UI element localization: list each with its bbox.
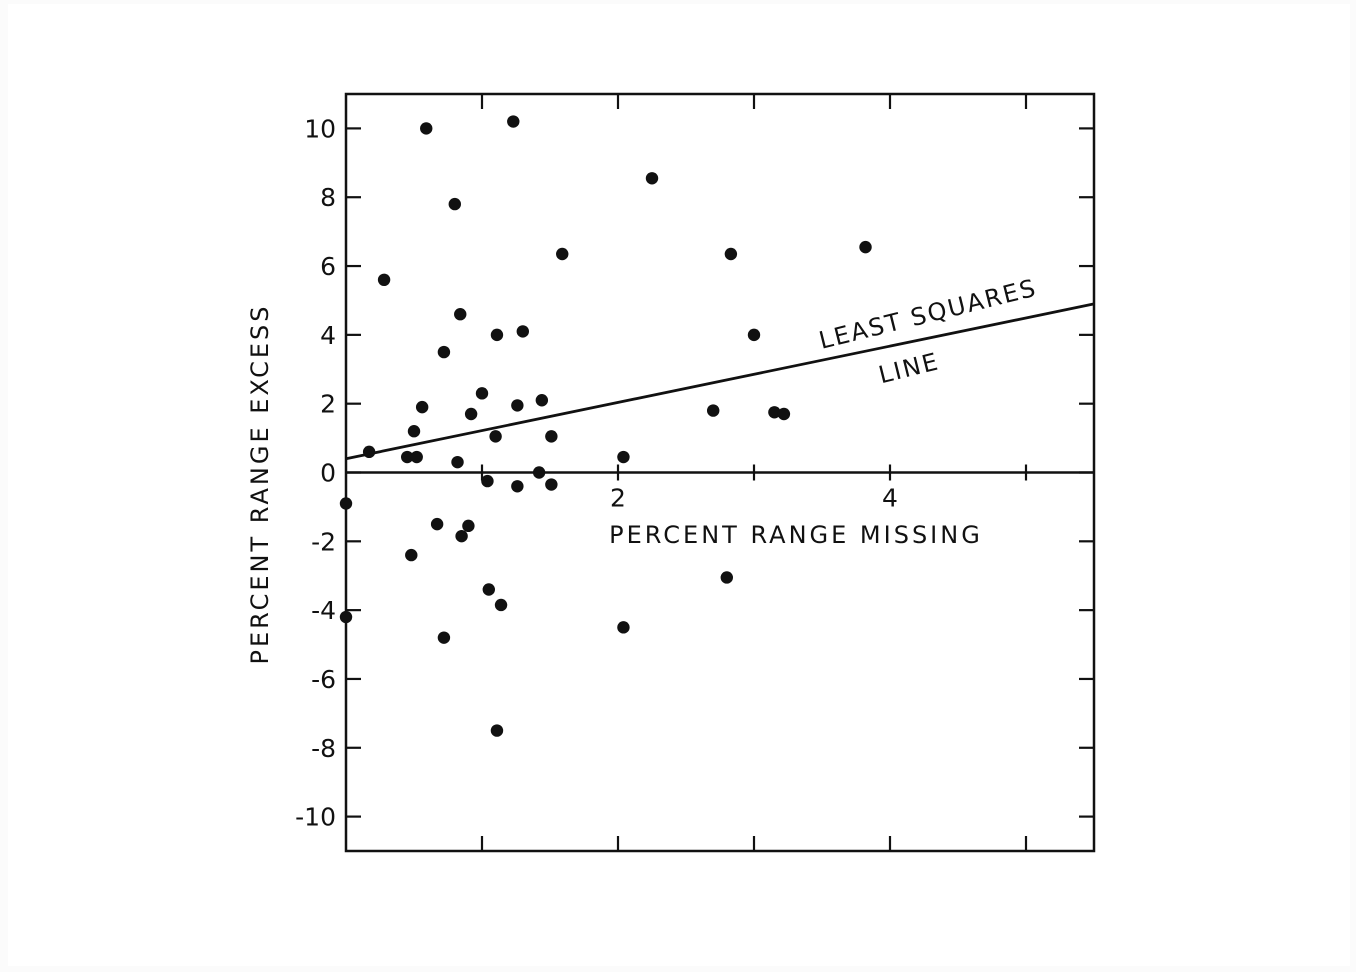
scatter-point: [462, 519, 475, 533]
scatter-point: [768, 406, 781, 419]
scatter-point: [339, 497, 353, 510]
y-tick-label: -2: [311, 527, 336, 556]
scatter-point: [455, 529, 468, 543]
scatter-point: [415, 400, 429, 414]
scatter-point: [617, 621, 630, 634]
scatter-point: [707, 404, 720, 417]
scatter-point: [489, 430, 502, 443]
scatter-point: [720, 571, 733, 584]
scatter-point: [747, 328, 761, 342]
scatter-point: [777, 407, 791, 421]
y-tick-label: -10: [295, 803, 336, 832]
y-tick-label: 10: [304, 114, 336, 143]
scatter-point: [490, 328, 504, 342]
scatter-point: [405, 548, 418, 562]
scatter-point: [407, 425, 421, 438]
scatter-point: [511, 399, 524, 412]
y-tick-label: -4: [311, 596, 336, 625]
scatter-point: [475, 387, 489, 400]
scatter-point: [545, 478, 558, 491]
scatter-point: [859, 240, 872, 254]
scatter-point: [545, 430, 558, 443]
photo-paper: [8, 4, 1350, 966]
scatter-point: [556, 247, 569, 261]
scatter-point: [377, 273, 391, 287]
y-tick-label: 2: [320, 390, 336, 419]
scatter-point: [482, 583, 495, 596]
x-tick-label: 2: [610, 484, 626, 513]
x-tick-label: 4: [882, 484, 898, 513]
scatter-point: [410, 450, 423, 464]
scatter-point: [448, 197, 461, 211]
data-points: [339, 115, 872, 737]
scatter-point: [532, 466, 546, 479]
x-axis-title: PERCENT RANGE MISSING: [609, 521, 983, 549]
scatter-point: [339, 610, 353, 624]
y-tick-label: 4: [320, 321, 336, 350]
scatter-point: [464, 407, 478, 421]
least-squares-line-group: [345, 302, 1095, 461]
scatter-point: [401, 450, 414, 464]
scatter-point: [451, 455, 464, 469]
scatter-point: [430, 517, 444, 531]
least-squares-line: [345, 302, 1095, 461]
scatter-point: [516, 325, 529, 338]
y-tick-label: -6: [311, 665, 336, 694]
tick-labels: -10 -8 -6 -4 -2 0 2 4 6 8 10 2 4: [295, 114, 898, 831]
scatter-point: [511, 480, 524, 493]
scatter-point: [617, 450, 630, 464]
scatter-point: [494, 598, 508, 612]
scatter-point: [437, 345, 451, 359]
y-tick-label: -8: [311, 734, 336, 763]
y-tick-label: 8: [320, 183, 336, 212]
scatter-point: [490, 724, 504, 737]
scatter-point: [535, 394, 549, 407]
scatter-point: [507, 115, 520, 128]
scatter-point: [362, 445, 376, 459]
y-axis-title: PERCENT RANGE EXCESS: [246, 304, 274, 665]
y-tick-label: 0: [320, 459, 336, 488]
scatter-point: [454, 308, 467, 321]
scatter-point: [645, 172, 659, 185]
scatter-point: [481, 474, 494, 488]
y-tick-label: 6: [320, 252, 336, 281]
scatter-point: [724, 247, 738, 261]
scatter-point: [420, 122, 433, 135]
scatter-point: [437, 631, 451, 644]
